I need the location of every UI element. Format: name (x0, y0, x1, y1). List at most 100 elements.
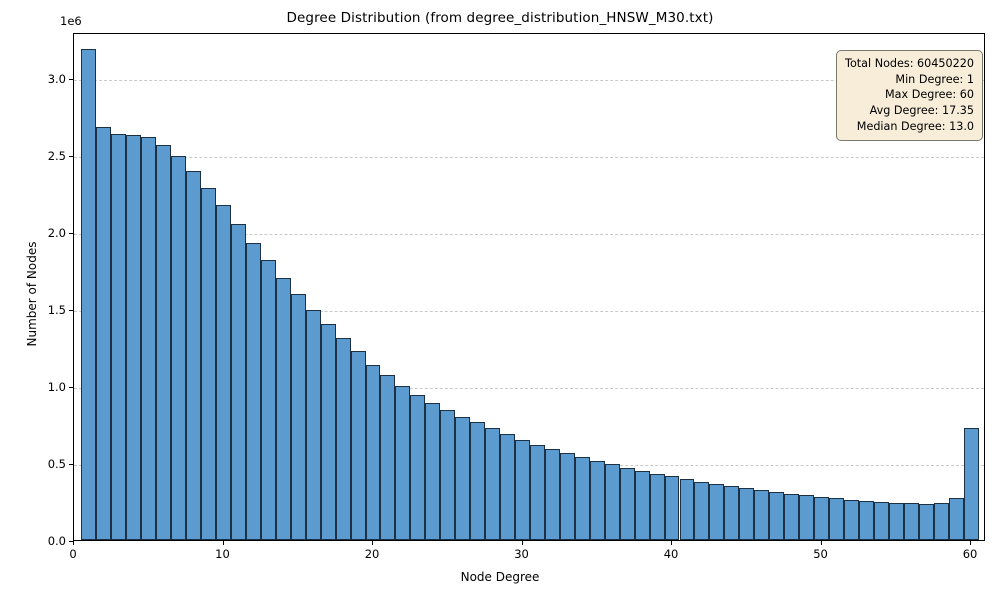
histogram-bar (530, 444, 545, 540)
histogram-bar (81, 48, 97, 540)
histogram-bar (814, 496, 829, 540)
histogram-bar (485, 428, 501, 540)
y-axis-tick-label: 1.0 (47, 380, 66, 395)
histogram-bar (425, 403, 441, 540)
histogram-bar (799, 495, 815, 540)
histogram-bar (858, 501, 874, 540)
histogram-bar (888, 503, 904, 540)
x-axis-tick-label: 20 (364, 547, 380, 561)
histogram-bar (589, 460, 605, 540)
histogram-bar (918, 504, 934, 540)
histogram-bar (574, 456, 590, 540)
histogram-bar (230, 223, 246, 540)
histogram-bar (126, 135, 142, 540)
stat-min-degree: Min Degree: 1 (895, 72, 974, 86)
histogram-bar (754, 489, 770, 540)
y-axis-offset-exponent: 1e6 (60, 14, 82, 28)
histogram-bar (664, 476, 680, 540)
histogram-bar (933, 503, 949, 540)
x-axis-tick-label: 10 (215, 547, 230, 561)
x-axis-tick-mark (970, 541, 972, 545)
histogram-bar (544, 449, 560, 540)
histogram-bar (679, 479, 695, 540)
histogram-bar (649, 473, 665, 540)
histogram-bar (694, 481, 710, 540)
histogram-bar (335, 338, 351, 540)
x-axis-tick-label: 50 (813, 547, 828, 561)
stat-max-degree: Max Degree: 60 (885, 88, 974, 102)
y-axis-tick-mark (69, 541, 73, 542)
histogram-bar (216, 205, 231, 540)
gridline-y (74, 157, 984, 159)
histogram-bar (96, 127, 112, 540)
chart-title: Degree Distribution (from degree_distrib… (286, 10, 714, 26)
histogram-bar (156, 145, 172, 540)
stats-legend-box: Total Nodes: 60450220 Min Degree: 1 Max … (836, 50, 983, 142)
stat-total-nodes: Total Nodes: 60450220 (845, 57, 974, 70)
histogram-bar (500, 433, 516, 540)
histogram-bar (275, 277, 291, 540)
y-axis-tick-mark (69, 156, 73, 158)
histogram-bar (963, 427, 979, 540)
x-axis-tick-label: 60 (962, 547, 978, 561)
y-axis-tick-label: 3.0 (47, 72, 66, 87)
gridline-y (74, 311, 984, 313)
histogram-bar (470, 422, 486, 540)
stat-avg-degree: Avg Degree: 17.35 (869, 104, 974, 118)
histogram-bar (634, 470, 650, 540)
histogram-bar (873, 502, 889, 540)
x-axis-tick-label: 40 (663, 547, 679, 561)
histogram-bar (201, 188, 217, 540)
x-axis-label: Node Degree (460, 570, 540, 584)
y-axis-tick-label-group: 0.0 0.5 1.0 1.5 2.0 2.5 3.0 (0, 0, 66, 600)
histogram-bar (709, 483, 725, 540)
x-axis-tick-label: 30 (514, 547, 529, 561)
gridline-y (74, 388, 984, 390)
y-axis-tick-mark (69, 310, 73, 312)
histogram-bar (829, 498, 844, 540)
histogram-bar (604, 463, 620, 540)
histogram-bar-group (74, 34, 984, 540)
y-axis-tick-mark (69, 79, 73, 81)
y-axis-tick-mark (69, 387, 73, 389)
stat-median-degree: Median Degree: 13.0 (856, 119, 974, 133)
histogram-bar (903, 503, 919, 540)
histogram-bar (515, 439, 530, 540)
histogram-bar (290, 293, 306, 540)
histogram-bar (380, 375, 396, 540)
histogram-bar (843, 499, 859, 540)
histogram-bar (948, 498, 964, 540)
histogram-bar (440, 409, 456, 540)
y-axis-tick-mark (69, 233, 73, 235)
x-axis-tick-label: 0 (69, 547, 77, 561)
y-axis-tick-label: 2.0 (47, 226, 66, 241)
y-axis-tick-label: 0.5 (47, 457, 66, 472)
histogram-bar (171, 155, 187, 540)
histogram-bar (365, 364, 381, 540)
y-axis-tick-mark (69, 464, 73, 466)
histogram-bar (739, 487, 755, 540)
histogram-bar (395, 386, 411, 540)
x-axis-tick-mark (820, 541, 822, 545)
histogram-bar (559, 453, 575, 540)
histogram-bar (141, 137, 157, 540)
y-axis-tick-label: 1.5 (47, 303, 66, 318)
histogram-bar (245, 242, 261, 540)
x-axis-tick-mark (671, 541, 673, 545)
x-axis-tick-mark (73, 541, 74, 545)
histogram-bar (111, 134, 127, 540)
histogram-bar (784, 493, 800, 540)
histogram-bar (724, 486, 740, 540)
x-axis-tick-mark (521, 541, 523, 545)
x-axis-tick-mark (222, 541, 224, 545)
histogram-bar (260, 259, 276, 540)
gridline-y (74, 234, 984, 236)
histogram-bar (619, 467, 635, 540)
y-axis-tick-label: 2.5 (47, 149, 66, 164)
x-axis-tick-mark (372, 541, 374, 545)
histogram-bar (320, 323, 336, 540)
gridline-y (74, 80, 984, 82)
histogram-bar (410, 394, 426, 540)
plot-area (73, 33, 985, 541)
